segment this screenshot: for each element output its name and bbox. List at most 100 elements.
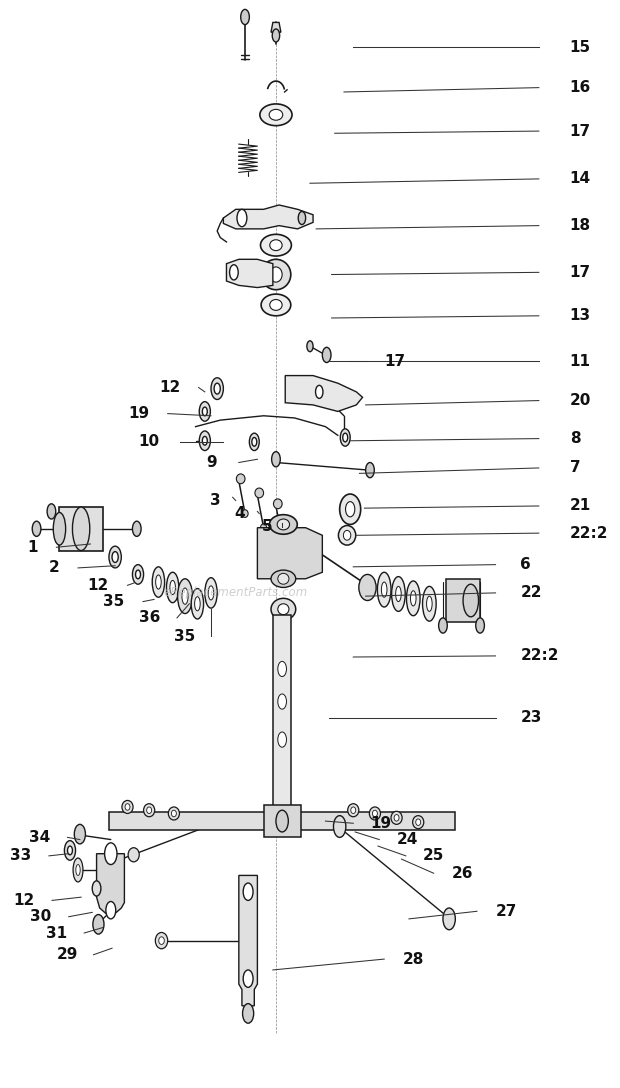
Bar (60, 507, 103, 551)
Circle shape (243, 883, 253, 901)
Ellipse shape (73, 507, 90, 551)
Text: 7: 7 (570, 460, 580, 475)
Circle shape (443, 908, 455, 930)
Text: 19: 19 (128, 406, 149, 421)
Ellipse shape (122, 801, 133, 814)
Circle shape (136, 570, 141, 579)
Text: 22:2: 22:2 (570, 526, 608, 541)
Text: 36: 36 (139, 610, 161, 626)
Ellipse shape (208, 585, 214, 599)
Text: 12: 12 (14, 893, 35, 907)
Ellipse shape (339, 526, 356, 545)
Ellipse shape (381, 582, 387, 597)
Circle shape (276, 811, 288, 832)
Text: 8: 8 (570, 431, 580, 446)
Circle shape (278, 694, 286, 709)
Bar (264, 805, 301, 838)
Ellipse shape (373, 811, 378, 817)
Ellipse shape (260, 234, 291, 256)
Text: 33: 33 (11, 849, 32, 864)
Ellipse shape (153, 567, 165, 597)
Circle shape (322, 347, 331, 362)
Text: 26: 26 (452, 866, 474, 881)
Polygon shape (285, 375, 363, 411)
Ellipse shape (159, 937, 164, 944)
Circle shape (278, 662, 286, 677)
Ellipse shape (182, 588, 188, 604)
Ellipse shape (271, 598, 296, 620)
Text: 24: 24 (397, 832, 418, 848)
Ellipse shape (392, 577, 405, 611)
Circle shape (202, 407, 207, 416)
Text: 15: 15 (570, 40, 591, 54)
Ellipse shape (273, 499, 282, 509)
Text: 4: 4 (234, 506, 245, 521)
Ellipse shape (242, 510, 248, 518)
Ellipse shape (271, 570, 296, 588)
Text: 27: 27 (495, 904, 517, 918)
Circle shape (109, 546, 122, 568)
Text: 22: 22 (520, 585, 542, 601)
Circle shape (92, 881, 101, 897)
Circle shape (68, 846, 73, 855)
Polygon shape (239, 876, 257, 1005)
Circle shape (249, 433, 259, 450)
Text: 25: 25 (423, 849, 445, 864)
Circle shape (211, 378, 223, 399)
Circle shape (32, 521, 41, 536)
Text: 14: 14 (570, 172, 591, 186)
Ellipse shape (156, 932, 167, 949)
Ellipse shape (391, 812, 402, 825)
Ellipse shape (416, 819, 421, 826)
Ellipse shape (378, 572, 391, 607)
Circle shape (133, 565, 144, 584)
Text: 34: 34 (29, 830, 50, 845)
Text: 28: 28 (403, 952, 424, 966)
Circle shape (438, 618, 447, 633)
Text: 35: 35 (103, 594, 125, 609)
Text: 18: 18 (570, 218, 591, 233)
Ellipse shape (270, 515, 297, 534)
Text: 6: 6 (520, 557, 531, 572)
Bar (273, 615, 291, 821)
Ellipse shape (205, 578, 217, 608)
Ellipse shape (166, 572, 179, 603)
Circle shape (476, 618, 484, 633)
Text: 1: 1 (27, 540, 38, 555)
Ellipse shape (348, 804, 359, 817)
Circle shape (242, 1003, 254, 1023)
Circle shape (334, 816, 346, 838)
Ellipse shape (270, 299, 282, 310)
Circle shape (316, 385, 323, 398)
Bar (446, 579, 480, 622)
Ellipse shape (170, 580, 175, 594)
Ellipse shape (396, 586, 401, 602)
Text: 10: 10 (138, 434, 159, 449)
Text: 17: 17 (570, 124, 591, 138)
Ellipse shape (191, 589, 203, 619)
Ellipse shape (343, 531, 351, 541)
Circle shape (199, 431, 210, 450)
Text: 3: 3 (210, 493, 220, 508)
Ellipse shape (147, 807, 152, 814)
Text: 30: 30 (30, 910, 51, 924)
Text: 35: 35 (174, 629, 195, 644)
Circle shape (272, 29, 280, 42)
Ellipse shape (261, 294, 291, 316)
Circle shape (366, 462, 374, 478)
Ellipse shape (171, 811, 176, 817)
Ellipse shape (270, 239, 282, 250)
Circle shape (340, 429, 350, 446)
Circle shape (241, 10, 249, 25)
Ellipse shape (394, 815, 399, 821)
Bar (109, 813, 455, 830)
Ellipse shape (279, 535, 285, 543)
Ellipse shape (53, 512, 66, 545)
Ellipse shape (277, 519, 290, 530)
Ellipse shape (463, 584, 479, 617)
Polygon shape (271, 23, 281, 33)
Polygon shape (257, 528, 322, 579)
Ellipse shape (340, 494, 361, 524)
Circle shape (105, 843, 117, 865)
Ellipse shape (413, 816, 424, 829)
